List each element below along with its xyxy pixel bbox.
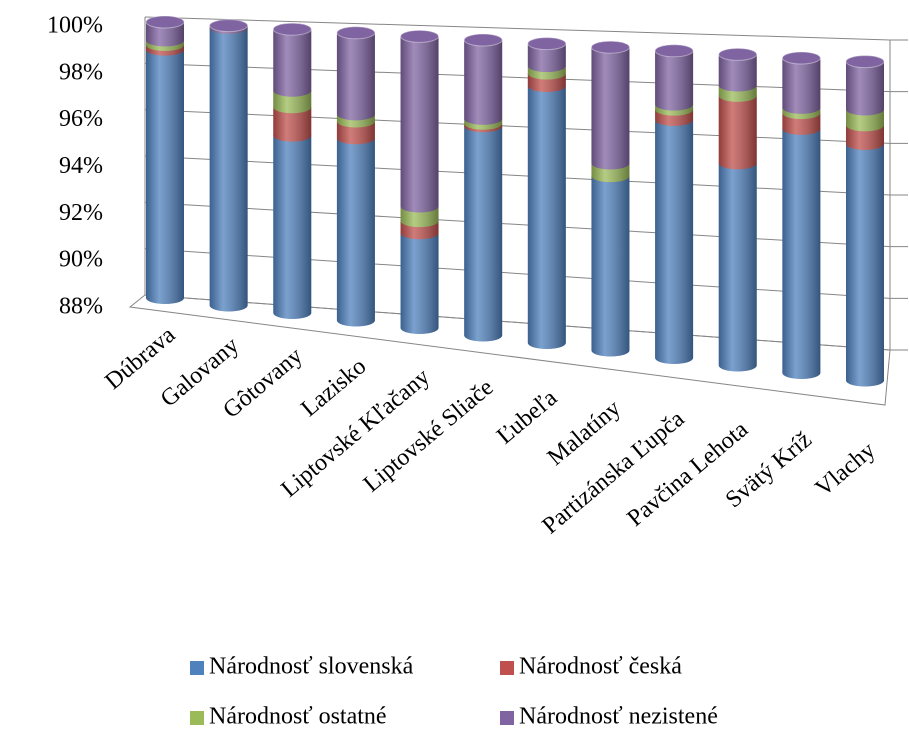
grid-line [144,201,891,248]
bar-top [781,51,821,65]
y-tick-label: 88% [59,294,103,320]
bar-top [654,44,694,58]
y-tick-label: 90% [59,247,103,273]
bar-top [272,22,312,36]
legend-label: Národnosť česká [519,654,682,680]
bar-shade [718,54,757,372]
grid-line [144,294,891,351]
y-tick-label: 94% [59,153,103,179]
grid-line [144,248,891,299]
x-tick-label: Vlachy [811,437,881,501]
bar-shade [146,22,184,304]
x-tick-label: Ľubeľa [492,385,562,450]
grid-line [144,109,891,144]
legend-label: Národnosť slovenská [209,654,414,680]
bar-top [209,19,249,33]
y-tick-label: 96% [59,106,103,132]
bar-top [590,40,630,54]
legend-swatch [190,711,204,725]
bar-shade [655,50,694,365]
bar-shade [336,32,375,327]
bar-top [845,55,885,69]
bar-shade [782,58,821,379]
bar-top [145,15,185,29]
bar-shade [527,43,566,349]
y-tick-label: 98% [59,59,103,85]
x-tick-label: Liptovské Sliače [359,374,499,497]
y-tick-label: 92% [59,200,103,226]
legend-swatch [500,661,514,675]
legend-swatch [190,661,204,675]
bar-top [400,29,440,43]
bar-shade [591,47,630,357]
legend-swatch [500,711,514,725]
bar-top [336,26,376,40]
bar-shade [273,29,312,319]
y-tick-label: 100% [47,13,103,39]
grid-line [144,16,891,41]
legend-label: Národnosť ostatné [209,704,387,730]
bar-shade [464,40,503,342]
legend-label: Národnosť nezistené [519,704,718,730]
bar-top [718,47,758,61]
bar-shade [400,36,439,335]
bar-top [527,37,567,51]
bar-shade [209,25,248,312]
grid-line [144,155,891,196]
bar-shade [846,61,884,387]
bar-top [463,33,503,47]
grid-line [144,62,891,93]
x-tick-label: Partizánska Ľupča [537,406,689,540]
